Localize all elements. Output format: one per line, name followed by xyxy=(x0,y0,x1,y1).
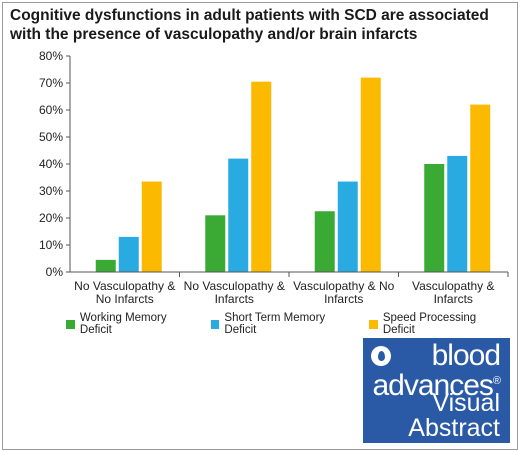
y-tick-label: 0% xyxy=(46,265,64,279)
x-category-label: Vasculopathy & No xyxy=(293,279,394,293)
y-tick-label: 40% xyxy=(39,157,63,171)
legend-swatch xyxy=(368,319,378,329)
bar-short-term-memory-deficit-1 xyxy=(228,158,249,272)
logo-text-blood: blood xyxy=(431,339,501,372)
bar-working-memory-deficit-2 xyxy=(314,211,335,272)
legend-label: Speed Processing Deficit xyxy=(382,312,477,336)
bars xyxy=(95,77,491,273)
bar-speed-processing-deficit-1 xyxy=(251,81,272,273)
y-tick-label: 80% xyxy=(39,49,63,63)
bar-working-memory-deficit-0 xyxy=(95,259,116,272)
x-category-label: Infarcts xyxy=(324,292,363,306)
bar-short-term-memory-deficit-0 xyxy=(118,236,139,272)
x-category-label: Infarcts xyxy=(434,292,473,306)
y-tick-label: 30% xyxy=(39,184,63,198)
x-category-label: No Vasculopathy & xyxy=(184,279,285,293)
y-tick-label: 60% xyxy=(39,103,63,117)
bar-speed-processing-deficit-0 xyxy=(141,181,162,272)
legend-label: Working Memory Deficit xyxy=(79,312,167,336)
logo-text-advances-word: advances xyxy=(372,369,493,402)
y-tick-label: 70% xyxy=(39,76,63,90)
logo-text-abstract: Abstract xyxy=(408,414,500,442)
legend-item: Short Term Memory Deficit xyxy=(210,312,359,336)
bar-short-term-memory-deficit-2 xyxy=(337,181,358,272)
legend-item: Working Memory Deficit xyxy=(66,312,201,336)
bar-short-term-memory-deficit-3 xyxy=(447,155,468,272)
y-axis: 0% 10% 20% 30% 40% 50% 60% 70% 80% xyxy=(39,49,71,279)
y-tick-label: 50% xyxy=(39,130,63,144)
bar-working-memory-deficit-1 xyxy=(205,215,226,272)
legend-item: Speed Processing Deficit xyxy=(368,312,510,336)
legend: Working Memory Deficit Short Term Memory … xyxy=(66,312,520,336)
bar-speed-processing-deficit-2 xyxy=(360,77,381,272)
legend-swatch xyxy=(210,319,220,329)
y-tick-label: 20% xyxy=(39,211,63,225)
blood-advances-logo: blood advances® Visual Abstract xyxy=(363,338,510,443)
legend-swatch xyxy=(66,319,75,329)
chart-title: Cognitive dysfunctions in adult patients… xyxy=(10,7,489,43)
logo-registered-mark: ® xyxy=(492,375,501,387)
y-tick-label: 10% xyxy=(39,238,63,252)
logo-text-advances: advances® xyxy=(372,365,501,402)
x-category-label: Vasculopathy & xyxy=(412,279,495,293)
x-category-label: Infarcts xyxy=(215,292,254,306)
x-category-label: No Vasculopathy & xyxy=(74,279,175,293)
x-category-label: No Infarcts xyxy=(96,292,154,306)
logo-text-visual: Visual xyxy=(432,389,500,417)
blood-drop-icon xyxy=(371,346,391,366)
bar-working-memory-deficit-3 xyxy=(424,164,445,272)
bar-speed-processing-deficit-3 xyxy=(470,104,491,272)
legend-label: Short Term Memory Deficit xyxy=(224,312,326,336)
